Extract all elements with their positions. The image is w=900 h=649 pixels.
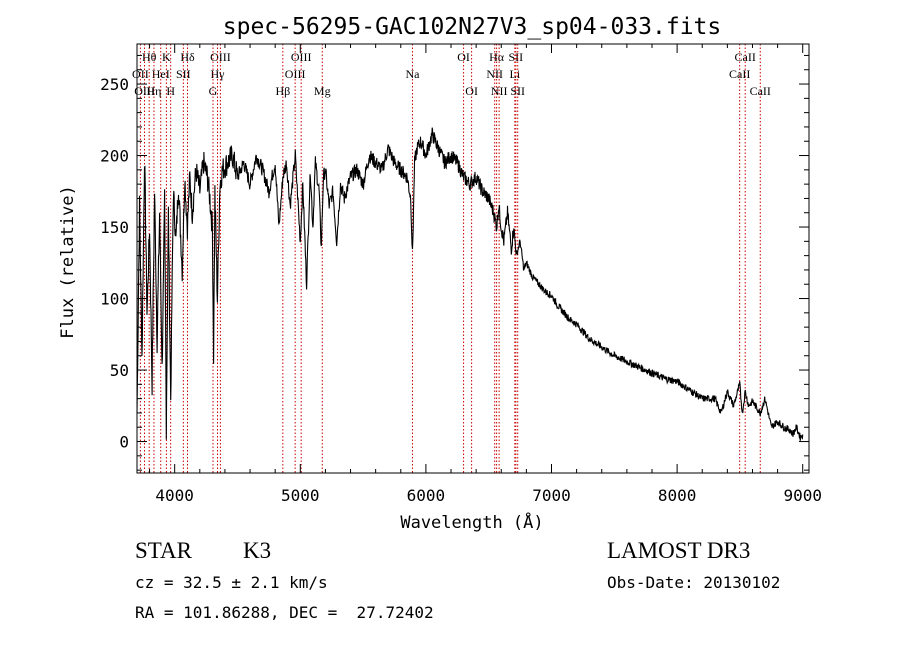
line-marker-label-16: Na <box>405 67 420 81</box>
survey-label: LAMOST DR3 <box>607 538 751 563</box>
subclass-label: K3 <box>243 538 272 563</box>
line-marker-label-14: Hβ <box>275 84 290 98</box>
line-marker-label-11: G <box>209 84 218 98</box>
class-label: STAR <box>135 538 192 563</box>
y-tick-label-2: 100 <box>100 290 129 309</box>
y-tick-label-0: 0 <box>119 433 129 452</box>
obs-date: Obs-Date: 20130102 <box>607 573 781 592</box>
x-tick-label-3: 7000 <box>532 486 571 505</box>
x-tick-label-1: 5000 <box>281 486 320 505</box>
y-tick-label-3: 150 <box>100 218 129 237</box>
line-marker-label-23: NII <box>491 84 508 98</box>
line-marker-label-21: NII <box>486 67 503 81</box>
line-marker-label-25: CaII <box>735 50 756 64</box>
y-tick-label-5: 250 <box>100 75 129 94</box>
flux-series-line <box>136 127 804 441</box>
x-tick-label-4: 8000 <box>658 486 697 505</box>
line-marker-label-26: CaII <box>729 67 750 81</box>
line-marker-label-4: HeI <box>152 67 170 81</box>
line-marker-label-6: Hδ <box>180 50 195 64</box>
y-tick-label-1: 50 <box>110 361 129 380</box>
line-marker-label-3: K <box>162 50 171 64</box>
line-marker-label-0: Hθ <box>142 50 157 64</box>
x-axis-label: Wavelength (Å) <box>400 511 543 533</box>
x-tick-label-5: 9000 <box>783 486 822 505</box>
line-marker-label-10: Hγ <box>211 67 226 81</box>
line-marker-label-27: CaII <box>750 84 771 98</box>
line-marker-label-13: OIII <box>285 67 306 81</box>
line-marker-label-2: OIII <box>134 84 155 98</box>
axis-ticks: 4000 5000 6000 7000 8000 9000 0 50 100 150 200 250 <box>100 44 822 505</box>
line-marker-label-7: SII <box>176 67 191 81</box>
coordinates: RA = 101.86288, DEC = 27.72402 <box>135 603 434 622</box>
y-tick-label-4: 200 <box>100 147 129 166</box>
cz-value: cz = 32.5 ± 2.1 km/s <box>135 573 328 592</box>
line-marker-label-15: Mg <box>314 84 331 98</box>
y-axis-label: Flux (relative) <box>58 185 78 339</box>
line-marker-label-24: SII <box>510 84 525 98</box>
line-marker-label-19: Hα <box>489 50 505 64</box>
line-marker-label-20: SII <box>508 50 523 64</box>
x-tick-label-2: 6000 <box>407 486 446 505</box>
line-marker-label-17: OI <box>457 50 470 64</box>
line-marker-label-22: Li <box>509 67 520 81</box>
x-tick-label-0: 4000 <box>155 486 194 505</box>
line-marker-label-5: Hη <box>146 84 161 98</box>
chart-title: spec-56295-GAC102N27V3_sp04-033.fits <box>223 14 722 40</box>
line-marker-label-8: H <box>166 84 175 98</box>
line-marker-label-9: OIII <box>210 50 231 64</box>
plot-frame <box>136 43 810 474</box>
line-marker-label-18: OI <box>465 84 478 98</box>
line-marker-label-12: OIII <box>291 50 312 64</box>
line-marker-label-1: OII <box>132 67 149 81</box>
